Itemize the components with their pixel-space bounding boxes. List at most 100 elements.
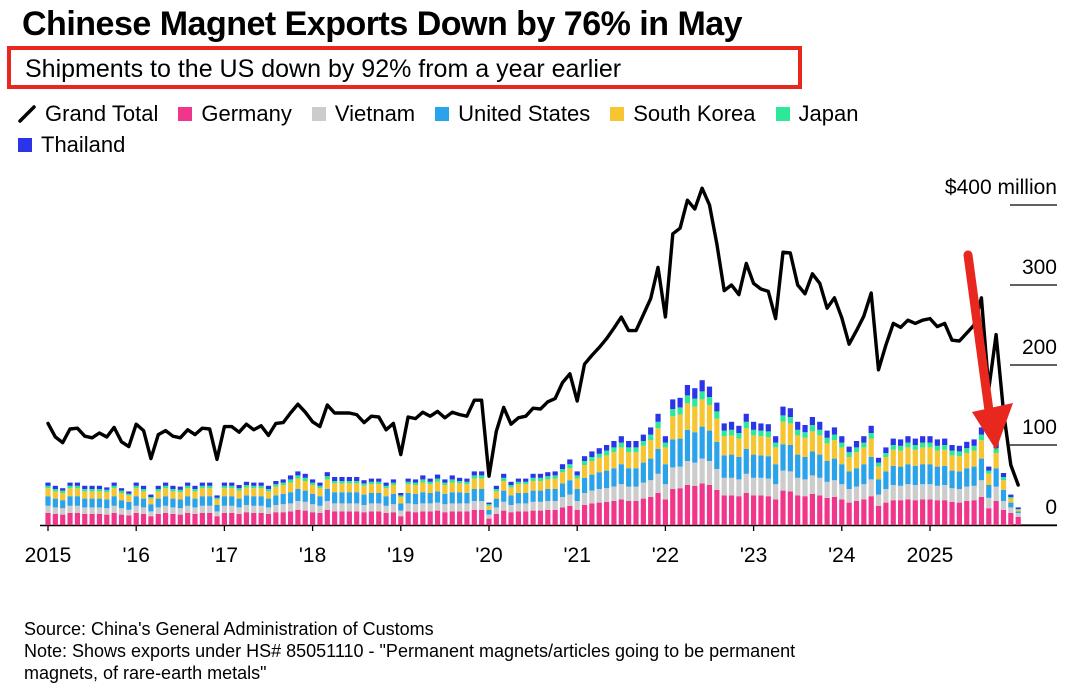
bar-segment [420, 479, 426, 483]
bar-segment [523, 478, 529, 482]
down-arrow-annotation-icon [963, 250, 1013, 450]
bar-segment [45, 496, 51, 506]
bar-segment [1008, 494, 1014, 497]
bar-segment [214, 505, 220, 512]
bar-segment [368, 481, 374, 485]
bar-segment [846, 457, 852, 472]
bar-segment [229, 513, 235, 525]
bar-segment [736, 433, 742, 439]
bar-segment [479, 489, 485, 501]
bar-segment [126, 491, 132, 494]
bar-segment [464, 503, 470, 512]
bar-segment [104, 499, 110, 509]
bar-segment [390, 504, 397, 513]
bar-segment [390, 493, 397, 505]
bar-segment [118, 493, 125, 501]
bar-segment [67, 485, 73, 489]
bar-segment [324, 489, 330, 501]
x-tick-label: '21 [564, 544, 591, 567]
bar-segment [949, 488, 955, 502]
bar-segment [1000, 509, 1007, 525]
legend-item-germany[interactable]: Germany [178, 101, 292, 127]
bar-segment [545, 509, 551, 525]
bar-segment [207, 488, 213, 497]
bar-segment [493, 498, 499, 508]
bar-segment [780, 406, 786, 416]
bar-segment [721, 436, 727, 456]
bar-segment [258, 505, 264, 513]
legend-item-grand-total[interactable]: Grand Total [18, 101, 158, 127]
legend-item-japan[interactable]: Japan [775, 100, 859, 127]
bar-segment [163, 513, 169, 525]
bar-segment [993, 453, 999, 469]
bar-segment [604, 501, 610, 525]
bar-segment [861, 447, 867, 465]
bar-segment [96, 513, 103, 525]
bar-segment [692, 485, 698, 525]
bar-segment [52, 498, 58, 508]
legend-item-united-states[interactable]: United States [435, 101, 590, 127]
bar-segment [361, 505, 367, 513]
bar-segment [530, 481, 536, 491]
bar-segment [52, 513, 58, 525]
bar-segment [155, 491, 161, 499]
bar-segment [795, 495, 801, 525]
bar-segment [670, 399, 676, 409]
bar-segment [265, 489, 272, 492]
bar-segment [420, 475, 426, 480]
bar-segment [310, 504, 316, 513]
bar-segment [743, 473, 749, 493]
bar-segment [1015, 513, 1021, 517]
legend-label-japan: Japan [798, 100, 859, 126]
bar-segment [464, 478, 470, 482]
bar-segment [978, 427, 985, 435]
bar-segment [831, 427, 838, 435]
bar-segment [611, 452, 617, 469]
legend-item-south-korea[interactable]: South Korea [610, 101, 756, 127]
bar-segment [346, 483, 352, 493]
bar-segment [765, 431, 771, 437]
bar-segment [155, 485, 161, 489]
bar-segment [155, 498, 161, 508]
bar-segment [721, 495, 727, 525]
bar-segment [692, 388, 698, 399]
bar-segment [104, 508, 110, 515]
bar-segment [1008, 513, 1014, 525]
bar-segment [839, 499, 845, 525]
legend-item-thailand[interactable]: Thailand [18, 132, 125, 158]
bar-segment [567, 464, 573, 469]
bar-segment [479, 501, 485, 510]
bar-segment [464, 493, 470, 504]
bar-segment [74, 505, 80, 513]
bar-segment [434, 510, 441, 525]
bar-segment [728, 429, 735, 436]
bar-segment [626, 441, 632, 448]
bar-segment [471, 501, 477, 510]
legend-item-vietnam[interactable]: Vietnam [311, 101, 415, 127]
bar-segment [405, 481, 411, 485]
bar-segment [677, 397, 683, 408]
bar-segment [464, 481, 470, 485]
bar-segment [155, 489, 161, 492]
bar-segment [633, 501, 639, 525]
bar-segment [817, 477, 823, 496]
bar-segment [633, 452, 639, 469]
bar-segment [809, 431, 815, 452]
bar-segment [346, 492, 352, 504]
bar-segment [787, 445, 793, 472]
bar-segment [537, 477, 544, 481]
bar-segment [927, 484, 933, 500]
bar-segment [920, 442, 926, 448]
bar-segment [427, 493, 433, 504]
bar-segment [670, 467, 676, 489]
bar-segment [361, 494, 367, 505]
bar-segment [684, 485, 691, 525]
bar-segment [611, 468, 617, 487]
bar-segment [287, 482, 294, 493]
bar-segment [604, 455, 610, 471]
bar-segment [648, 497, 654, 525]
bar-segment [559, 507, 566, 525]
bar-segment [684, 461, 691, 485]
bar-segment [501, 490, 507, 502]
bar-segment [155, 513, 161, 525]
